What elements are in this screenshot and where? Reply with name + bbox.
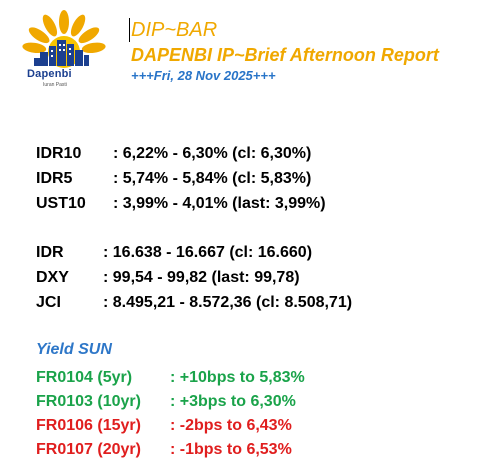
yield-series: FR0103 (10yr) [36, 393, 141, 410]
fx-name: DXY [36, 269, 69, 286]
fx-section: IDR : 16.638 - 16.667 (cl: 16.660) DXY :… [36, 240, 352, 315]
yield-row: FR0104 (5yr) : +10bps to 5,83% [36, 366, 305, 390]
fx-name: IDR [36, 244, 64, 261]
fx-row: DXY : 99,54 - 99,82 (last: 99,78) [36, 265, 352, 290]
yield-row: FR0103 (10yr) : +3bps to 6,30% [36, 390, 305, 414]
yield-row: FR0107 (20yr) : -1bps to 6,53% [36, 438, 305, 462]
fx-value: : 16.638 - 16.667 (cl: 16.660) [103, 244, 313, 261]
report-date: +++Fri, 28 Nov 2025+++ [131, 68, 276, 83]
rate-row: IDR5 : 5,74% - 5,84% (cl: 5,83%) [36, 166, 326, 191]
yield-change: : -1bps to 6,53% [170, 441, 292, 458]
yield-series: FR0107 (20yr) [36, 441, 141, 458]
yield-change: : +10bps to 5,83% [170, 369, 305, 386]
yield-row: FR0106 (15yr) : -2bps to 6,43% [36, 414, 305, 438]
fx-row: JCI : 8.495,21 - 8.572,36 (cl: 8.508,71) [36, 290, 352, 315]
rate-value: : 5,74% - 5,84% (cl: 5,83%) [113, 170, 312, 187]
report-subtitle: DAPENBI IP~Brief Afternoon Report [131, 45, 439, 65]
yield-change: : +3bps to 6,30% [170, 393, 296, 410]
rate-value: : 6,22% - 6,30% (cl: 6,30%) [113, 145, 312, 162]
rate-name: IDR10 [36, 145, 82, 162]
fx-name: JCI [36, 294, 61, 311]
yield-series: FR0104 (5yr) [36, 369, 133, 386]
fx-row: IDR : 16.638 - 16.667 (cl: 16.660) [36, 240, 352, 265]
sun-rays-icon [22, 10, 106, 54]
yield-sun-list: FR0104 (5yr) : +10bps to 5,83% FR0103 (1… [36, 366, 305, 462]
fx-value: : 99,54 - 99,82 (last: 99,78) [103, 269, 300, 286]
rate-value: : 3,99% - 4,01% (last: 3,99%) [113, 195, 326, 212]
dapenbi-logo [22, 10, 106, 68]
rate-name: IDR5 [36, 170, 73, 187]
rate-row: IDR10 : 6,22% - 6,30% (cl: 6,30%) [36, 141, 326, 166]
report-header: DIP~BAR DAPENBI IP~Brief Afternoon Repor… [129, 18, 439, 85]
logo-brand-text: Dapenbi [27, 68, 72, 80]
city-skyline-icon [34, 40, 89, 66]
rates-section: IDR10 : 6,22% - 6,30% (cl: 6,30%) IDR5 :… [36, 141, 326, 216]
logo-tagline: Iuran Pasti [43, 82, 67, 88]
yield-series: FR0106 (15yr) [36, 417, 141, 434]
fx-value: : 8.495,21 - 8.572,36 (cl: 8.508,71) [103, 294, 353, 311]
report-title: DIP~BAR [129, 18, 439, 42]
rate-row: UST10 : 3,99% - 4,01% (last: 3,99%) [36, 191, 326, 216]
rate-name: UST10 [36, 195, 86, 212]
yield-sun-title: Yield SUN [36, 341, 112, 358]
yield-change: : -2bps to 6,43% [170, 417, 292, 434]
